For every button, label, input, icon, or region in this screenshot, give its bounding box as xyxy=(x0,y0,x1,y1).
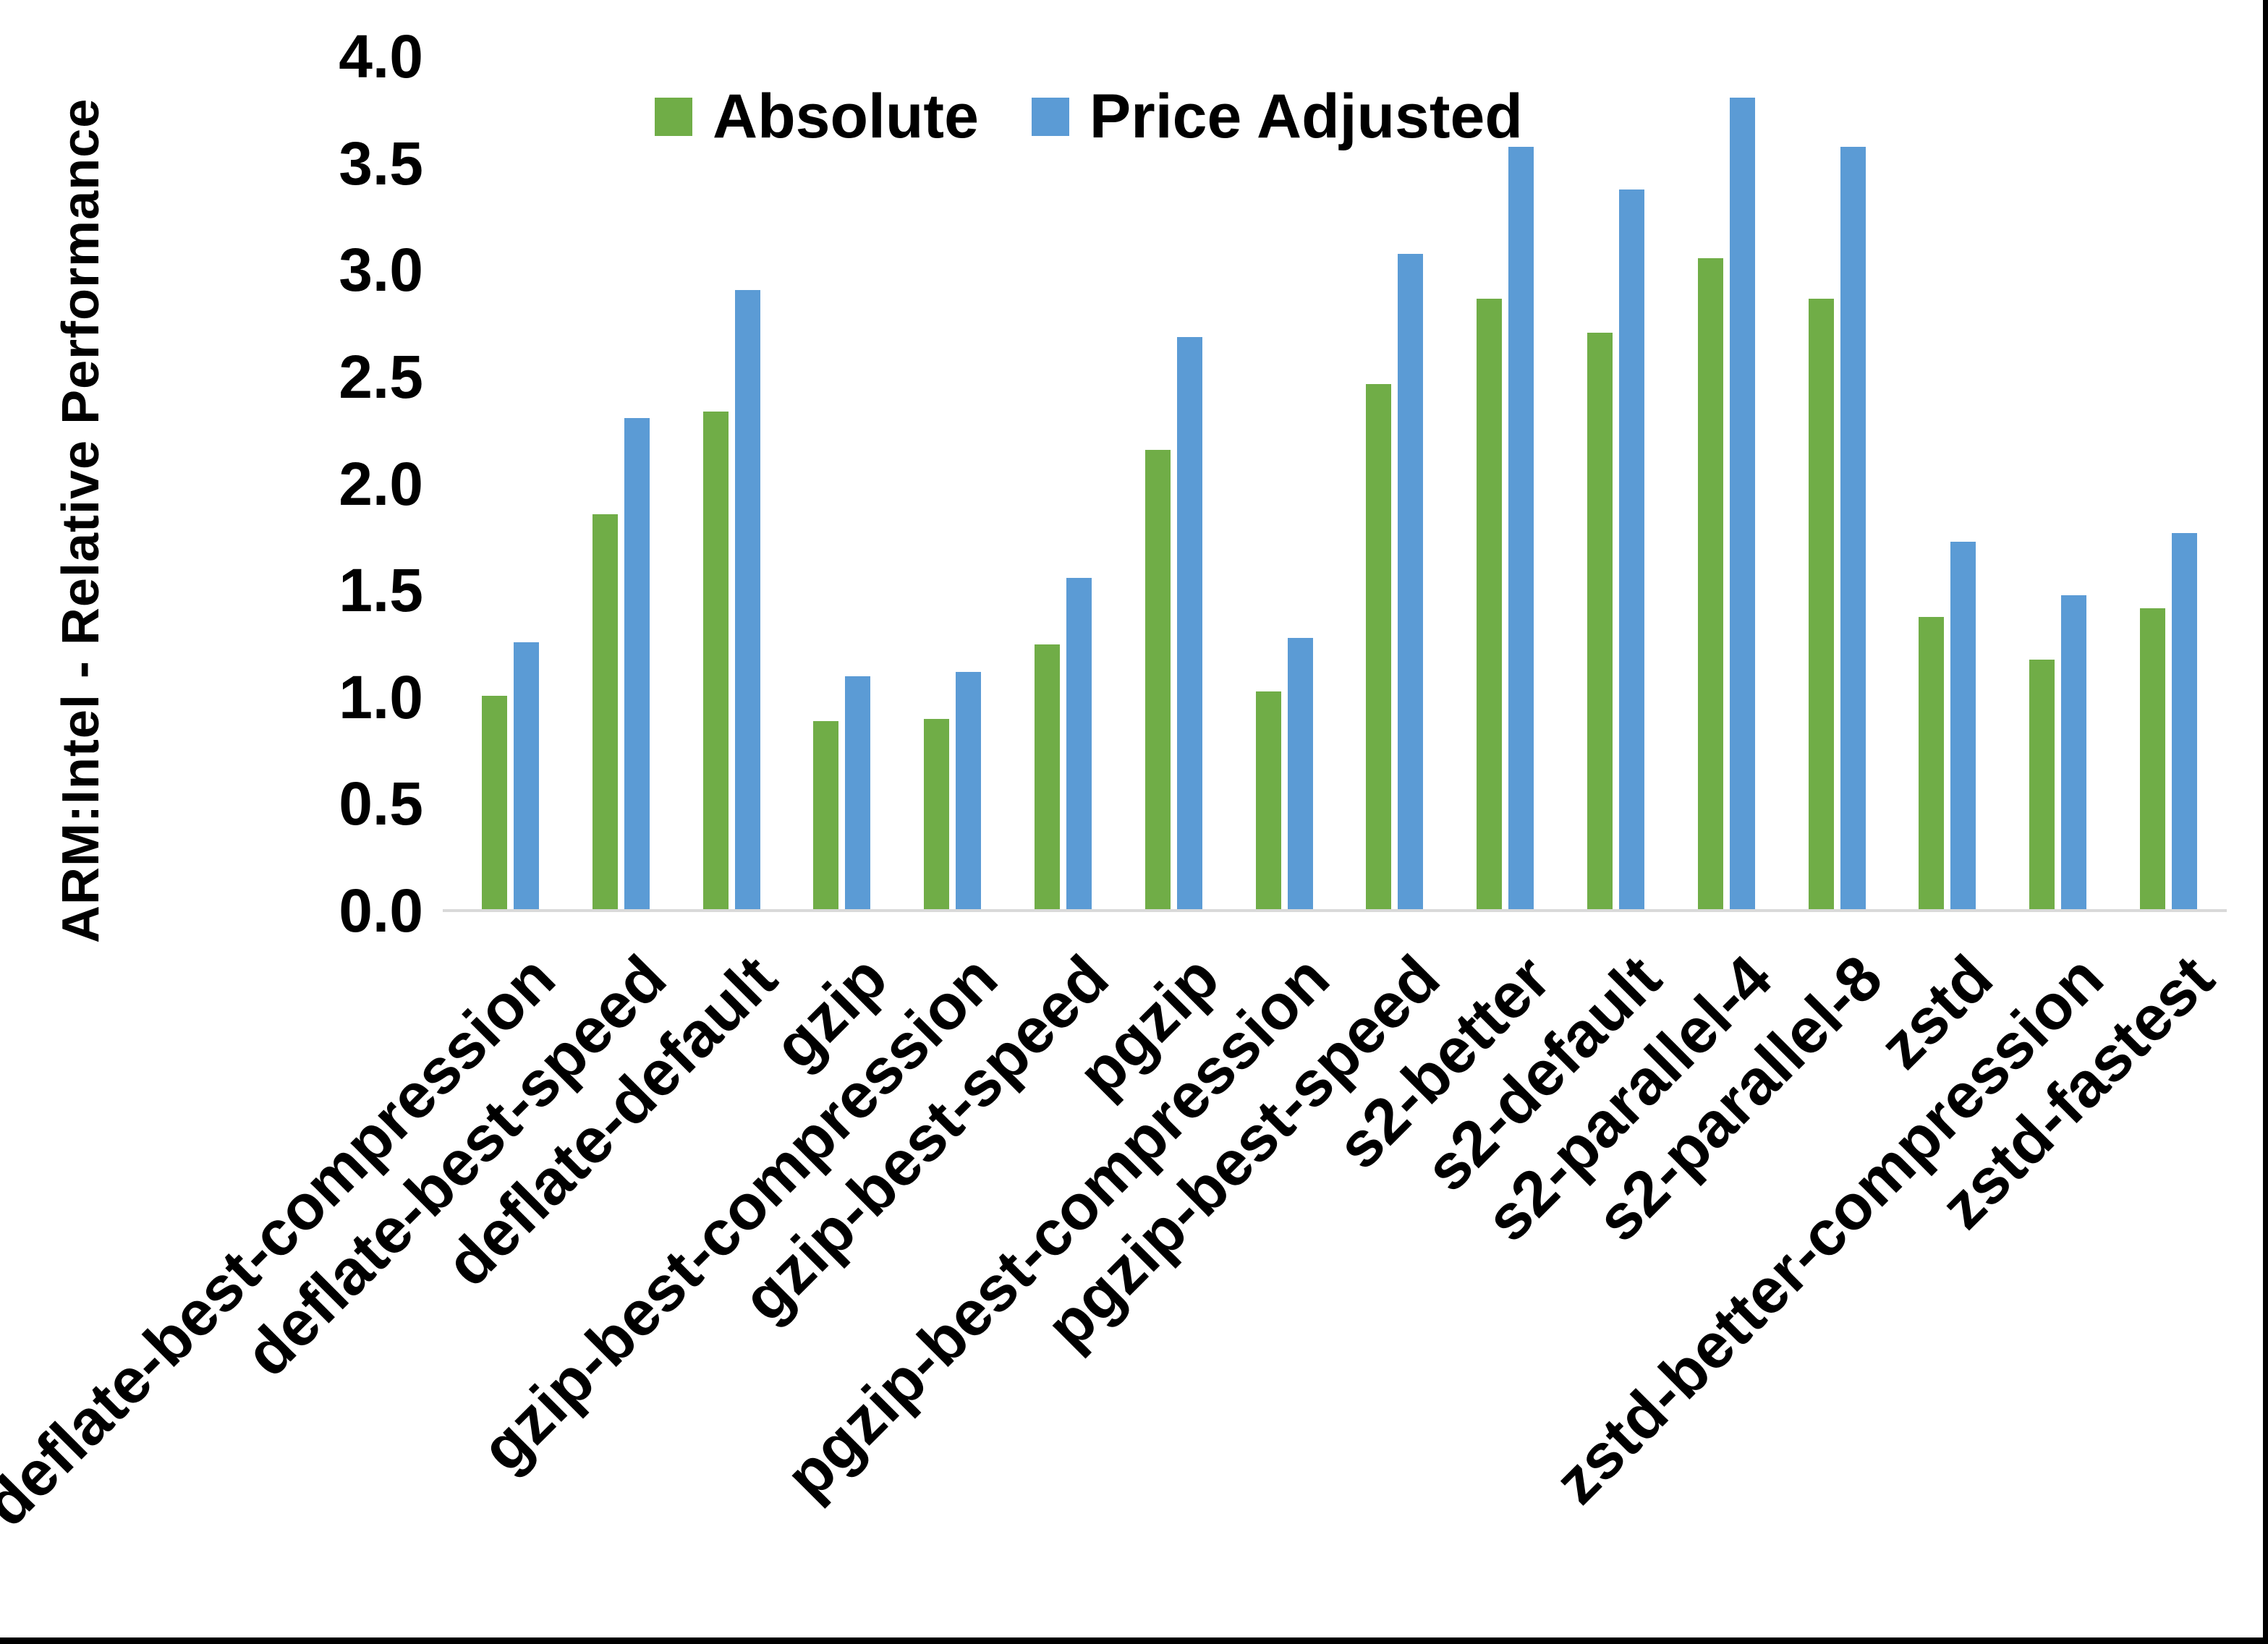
bar-absolute xyxy=(924,719,950,909)
bar-price-adjusted xyxy=(1287,638,1313,909)
legend-swatch-absolute-icon xyxy=(655,98,692,136)
bar-absolute xyxy=(1366,383,1392,909)
legend-item-absolute: Absolute xyxy=(655,81,979,153)
border-bottom xyxy=(0,1637,2268,1644)
bar-absolute xyxy=(1919,616,1945,909)
bar-absolute xyxy=(481,695,507,909)
legend-item-price-adjusted: Price Adjusted xyxy=(1031,81,1523,153)
bar-price-adjusted xyxy=(1950,542,1976,909)
border-right xyxy=(2263,0,2268,1644)
y-axis-tick-label: 2.5 xyxy=(339,343,423,411)
bar-price-adjusted xyxy=(845,676,871,909)
bar-absolute xyxy=(1697,257,1723,909)
bar-absolute xyxy=(592,514,618,909)
bar-price-adjusted xyxy=(1840,147,1866,909)
y-axis-tick-label: 3.5 xyxy=(339,129,423,197)
legend: Absolute Price Adjusted xyxy=(655,81,1523,153)
bar-price-adjusted xyxy=(624,418,650,909)
x-axis-line xyxy=(443,909,2227,912)
bar-absolute xyxy=(1144,450,1171,909)
bar-absolute xyxy=(813,721,839,909)
bar-price-adjusted xyxy=(1619,189,1645,909)
bar-price-adjusted xyxy=(1729,98,1755,909)
bar-absolute xyxy=(1034,644,1060,909)
bar-price-adjusted xyxy=(513,642,539,909)
bar-price-adjusted xyxy=(1176,336,1202,909)
y-axis-tick-label: 0.0 xyxy=(339,877,423,945)
y-axis-tick-label: 4.0 xyxy=(339,22,423,91)
bar-absolute xyxy=(1477,298,1503,909)
y-axis-tick-label: 2.0 xyxy=(339,449,423,518)
bar-absolute xyxy=(1808,298,1834,909)
bar-absolute xyxy=(2029,659,2055,909)
bar-absolute xyxy=(2140,608,2166,909)
y-axis-title: ARM:Intel - Relative Performance xyxy=(52,98,110,944)
bar-price-adjusted xyxy=(2061,595,2087,909)
bar-price-adjusted xyxy=(956,672,982,909)
legend-swatch-price-adjusted-icon xyxy=(1031,98,1069,136)
bar-absolute xyxy=(1587,332,1613,909)
bar-absolute xyxy=(702,412,729,909)
bar-price-adjusted xyxy=(1066,578,1092,909)
y-axis-tick-label: 3.0 xyxy=(339,236,423,304)
bar-price-adjusted xyxy=(1508,147,1534,909)
y-axis-tick-label: 0.5 xyxy=(339,770,423,838)
y-axis-tick-label: 1.0 xyxy=(339,663,423,731)
legend-label-absolute: Absolute xyxy=(713,82,979,151)
bar-absolute xyxy=(1255,691,1281,909)
bar-price-adjusted xyxy=(734,289,760,909)
y-axis-tick-label: 1.5 xyxy=(339,556,423,625)
bar-price-adjusted xyxy=(1398,253,1424,909)
legend-label-price-adjusted: Price Adjusted xyxy=(1089,82,1523,151)
bar-price-adjusted xyxy=(2172,533,2198,909)
